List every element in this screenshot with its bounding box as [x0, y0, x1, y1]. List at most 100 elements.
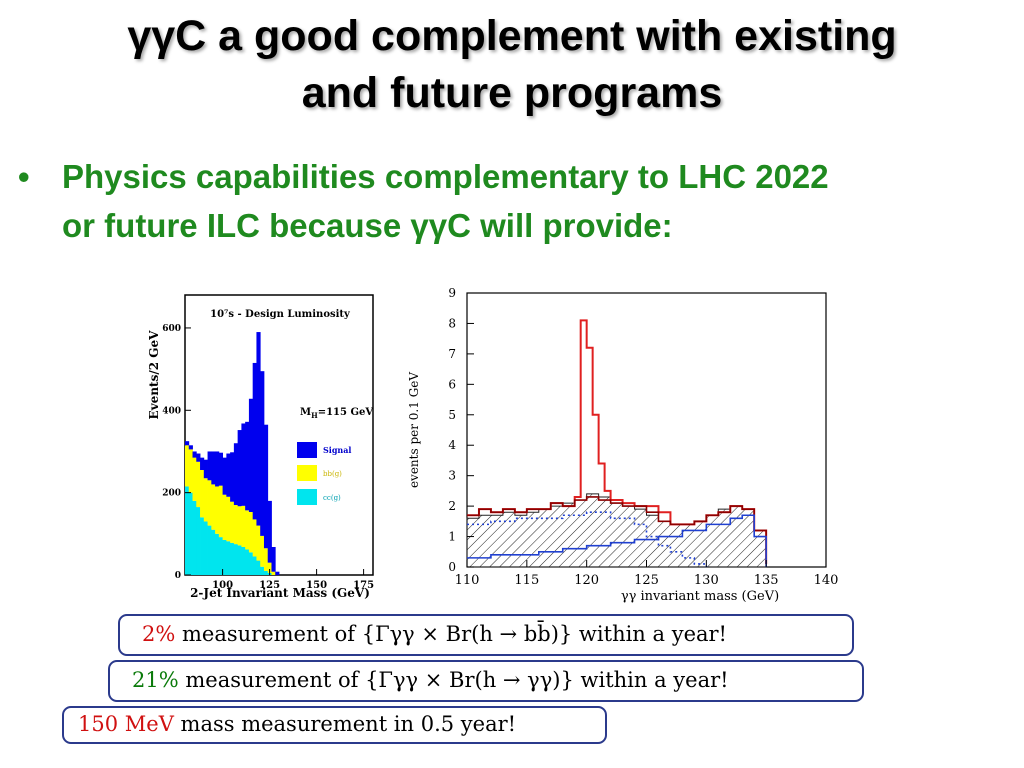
bar-ccg-104	[230, 542, 235, 575]
bar-Signal-80	[185, 441, 190, 446]
bar-ccg-94	[211, 529, 216, 575]
left-xlabel: 2-Jet Invariant Mass (GeV)	[190, 586, 370, 600]
bar-bbg-84	[192, 457, 197, 501]
right-ytick-label-3: 3	[448, 469, 456, 483]
bar-ccg-80	[185, 486, 190, 575]
bar-Signal-98	[218, 452, 223, 486]
result-bb-text: measurement of {Γγγ × Br(h → bb̄)} withi…	[175, 622, 727, 646]
legend-cc: cc(g)	[323, 494, 341, 502]
bar-ccg-96	[215, 533, 220, 575]
right-xtick-label-120: 120	[574, 573, 599, 588]
bar-bbg-124	[267, 562, 272, 573]
bar-bbg-102	[226, 496, 231, 542]
bar-ccg-122	[263, 570, 269, 575]
bar-Signal-104	[230, 452, 235, 502]
right-xtick-label-130: 130	[694, 573, 719, 588]
right-xtick-label-140: 140	[814, 573, 839, 588]
left-plot-title: 10⁷s - Design Luminosity	[210, 309, 351, 320]
bar-ccg-108	[237, 545, 242, 575]
bar-Signal-120	[260, 371, 265, 536]
left-xtick-label-125: 125	[259, 580, 280, 591]
right-xlabel: γγ invariant mass (GeV)	[621, 589, 779, 604]
bar-ccg-116	[252, 556, 257, 575]
bar-bbg-120	[260, 535, 265, 567]
bar-bbg-92	[207, 480, 212, 526]
slide-title: γγC a good complement with existing and …	[0, 8, 1024, 122]
bar-bbg-114	[248, 512, 254, 553]
right-ytick-label-6: 6	[448, 377, 456, 391]
right-ylabel: events per 0.1 GeV	[407, 372, 421, 488]
bar-bbg-96	[215, 486, 220, 534]
bar-ccg-112	[245, 549, 250, 575]
bar-ccg-120	[260, 566, 265, 575]
left-xtick-label-175: 175	[353, 580, 374, 591]
left-histogram: 100 125 150 175 0 200 400 600 10⁷s - Design Lum…	[147, 294, 374, 600]
bar-ccg-92	[207, 525, 212, 575]
bar-Signal-124	[267, 500, 272, 563]
legend-signal: Signal	[323, 445, 351, 455]
bar-bbg-104	[230, 501, 235, 543]
bar-ccg-110	[241, 547, 246, 575]
bar-Signal-128	[275, 571, 280, 575]
bullet-marker: •	[18, 158, 30, 195]
right-xtick-label-110: 110	[455, 573, 480, 588]
right-histogram: 110 115 120 125 130 135 140 0 1 2 3 4 5 6 7 8 9 events p…	[407, 286, 839, 604]
left-ylabel: Events/2 GeV	[147, 330, 161, 420]
bullet-point: • Physics capabilities complementary to …	[18, 152, 1008, 250]
bar-Signal-106	[233, 443, 239, 505]
bar-bbg-118	[256, 525, 261, 561]
bar-bbg-126	[271, 571, 276, 575]
bar-ccg-84	[192, 500, 197, 575]
right-xtick-label-125: 125	[634, 573, 659, 588]
bar-Signal-108	[237, 430, 242, 507]
right-ytick-label-5: 5	[448, 408, 456, 422]
left-ytick-label-0: 0	[175, 571, 181, 581]
legend-swatch-signal	[297, 442, 317, 458]
series-background	[467, 496, 767, 564]
legend-swatch-bb	[297, 465, 317, 481]
bar-ccg-86	[196, 507, 201, 575]
result-gg-percent: 21%	[132, 668, 179, 692]
bar-ccg-100	[222, 540, 227, 575]
bar-bbg-110	[241, 505, 246, 547]
result-box-gg: 21% measurement of {Γγγ × Br(h → γγ)} wi…	[108, 660, 864, 702]
right-ytick-label-0: 0	[448, 560, 456, 574]
bar-Signal-92	[207, 451, 212, 481]
bar-Signal-86	[196, 453, 201, 462]
bar-ccg-114	[248, 552, 254, 575]
bar-ccg-90	[203, 521, 208, 575]
result-mass-text: mass measurement in 0.5 year!	[173, 712, 517, 736]
bar-bbg-116	[252, 519, 257, 557]
bar-ccg-88	[200, 517, 205, 575]
title-line-1: γγC a good complement with existing	[127, 12, 897, 60]
result-gg-text: measurement of {Γγγ × Br(h → γγ)} within…	[178, 668, 729, 692]
bar-bbg-82	[188, 449, 193, 493]
bar-Signal-116	[252, 362, 257, 520]
bar-ccg-82	[188, 492, 193, 575]
bar-Signal-88	[200, 457, 205, 470]
bar-bbg-80	[185, 445, 190, 487]
right-ytick-label-8: 8	[448, 316, 456, 330]
right-ytick-label-4: 4	[448, 438, 456, 452]
bar-bbg-108	[237, 506, 242, 546]
bar-bbg-98	[218, 485, 223, 538]
right-ytick-label-7: 7	[448, 347, 456, 361]
right-ytick-label-1: 1	[448, 530, 456, 544]
result-box-bb: 2% measurement of {Γγγ × Br(h → bb̄)} wi…	[118, 614, 854, 656]
series-rising	[467, 514, 767, 567]
result-box-mass: 150 MeV mass measurement in 0.5 year!	[62, 706, 607, 744]
bar-Signal-112	[245, 421, 250, 511]
bar-bbg-86	[196, 461, 201, 508]
left-ytick-label-400: 400	[162, 406, 181, 416]
bar-Signal-82	[188, 445, 193, 450]
right-xtick-label-135: 135	[754, 573, 779, 588]
bar-bbg-94	[211, 484, 216, 530]
right-ytick-label-9: 9	[448, 286, 456, 300]
right-xtick-label-115: 115	[514, 573, 539, 588]
result-mass-value: 150 MeV	[78, 712, 174, 736]
result-bb-percent: 2%	[142, 622, 176, 646]
bar-bbg-106	[233, 505, 239, 545]
bar-Signal-96	[215, 451, 220, 487]
legend-swatch-cc	[297, 489, 317, 505]
bar-Signal-118	[256, 332, 261, 526]
